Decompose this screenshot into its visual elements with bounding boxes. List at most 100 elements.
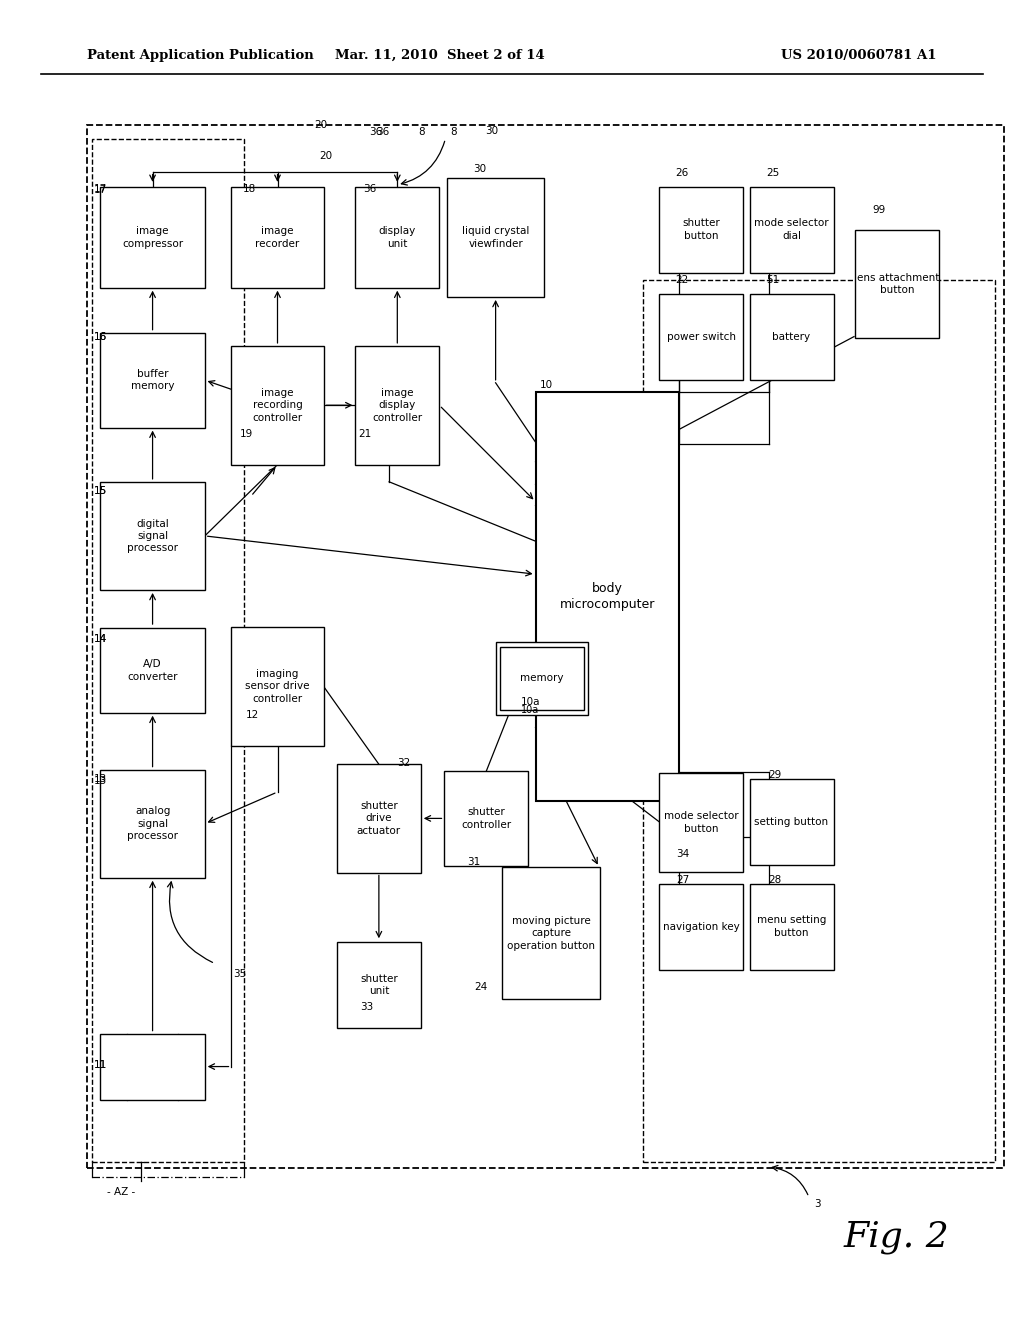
Text: 99: 99	[872, 205, 886, 215]
Text: 28: 28	[768, 875, 781, 886]
Bar	[100, 187, 205, 289]
Text: battery: battery	[772, 331, 811, 342]
Text: shutter
unit: shutter unit	[360, 974, 397, 995]
Bar	[100, 482, 205, 590]
Text: 15: 15	[94, 486, 108, 496]
Text: 25: 25	[766, 168, 779, 178]
Text: image
compressor: image compressor	[122, 227, 183, 248]
Text: 27: 27	[676, 875, 689, 886]
Text: navigation key: navigation key	[664, 921, 739, 932]
Text: 36: 36	[370, 127, 382, 137]
Text: 17: 17	[94, 185, 108, 195]
Bar	[750, 884, 834, 969]
Text: 32: 32	[397, 758, 411, 768]
Text: 29: 29	[768, 770, 781, 780]
Bar	[659, 772, 743, 871]
Text: 14: 14	[94, 634, 108, 644]
Text: 8: 8	[451, 127, 457, 137]
Bar	[659, 186, 743, 272]
Text: 15: 15	[94, 486, 108, 496]
Bar	[100, 333, 205, 428]
Bar	[87, 125, 1004, 1168]
Text: shutter
drive
actuator: shutter drive actuator	[356, 801, 401, 836]
Text: 30: 30	[473, 164, 486, 174]
Bar	[100, 627, 205, 713]
Text: 51: 51	[766, 275, 779, 285]
Text: moving picture
capture
operation button: moving picture capture operation button	[507, 916, 595, 950]
Bar	[444, 771, 528, 866]
Text: 21: 21	[358, 429, 372, 440]
Text: Patent Application Publication: Patent Application Publication	[87, 49, 313, 62]
Bar	[231, 627, 324, 746]
Text: power switch: power switch	[667, 331, 736, 342]
Text: shutter
button: shutter button	[683, 219, 720, 240]
Text: analog
signal
processor: analog signal processor	[127, 807, 178, 841]
Text: memory: memory	[520, 673, 563, 684]
Text: Fig. 2: Fig. 2	[843, 1220, 949, 1254]
Bar	[855, 230, 939, 338]
Text: display
unit: display unit	[379, 227, 416, 248]
Text: 30: 30	[485, 125, 498, 136]
Bar	[231, 187, 324, 289]
Text: liquid crystal
viewfinder: liquid crystal viewfinder	[462, 227, 529, 248]
Text: 13: 13	[94, 774, 108, 784]
Bar	[750, 779, 834, 866]
Text: 36: 36	[364, 183, 377, 194]
Text: 20: 20	[314, 120, 327, 131]
Text: 22: 22	[675, 275, 688, 285]
Text: 14: 14	[94, 634, 108, 644]
Text: digital
signal
processor: digital signal processor	[127, 519, 178, 553]
Bar	[92, 139, 244, 1162]
Bar	[750, 186, 834, 272]
Text: mode selector
button: mode selector button	[665, 812, 738, 833]
Bar	[355, 187, 439, 289]
Text: 10a: 10a	[521, 697, 541, 708]
Text: - AZ -: - AZ -	[106, 1187, 135, 1197]
Text: 19: 19	[240, 429, 253, 440]
Bar	[659, 293, 743, 380]
Text: 8: 8	[419, 127, 425, 137]
Text: 20: 20	[319, 150, 332, 161]
Text: mode selector
dial: mode selector dial	[755, 219, 828, 240]
Text: lens attachment
button: lens attachment button	[854, 273, 940, 294]
Bar	[643, 280, 995, 1162]
Text: setting button: setting button	[755, 817, 828, 828]
Text: buffer
memory: buffer memory	[131, 370, 174, 391]
Bar	[659, 884, 743, 969]
Bar	[500, 647, 584, 710]
Text: 11: 11	[94, 1060, 108, 1071]
Bar	[100, 770, 205, 878]
Bar	[100, 1034, 205, 1100]
Text: 18: 18	[243, 183, 256, 194]
Text: 10a: 10a	[521, 705, 540, 715]
Bar	[503, 867, 600, 999]
Bar	[536, 392, 679, 801]
Bar	[337, 942, 421, 1027]
Text: 31: 31	[467, 857, 480, 867]
Bar	[446, 178, 545, 297]
Text: 24: 24	[474, 982, 487, 993]
Text: image
recording
controller: image recording controller	[253, 388, 302, 422]
Text: 33: 33	[360, 1002, 374, 1012]
Text: menu setting
button: menu setting button	[757, 916, 826, 937]
Text: A/D
converter: A/D converter	[127, 660, 178, 681]
Text: 10: 10	[540, 380, 553, 391]
Text: Mar. 11, 2010  Sheet 2 of 14: Mar. 11, 2010 Sheet 2 of 14	[336, 49, 545, 62]
Text: image
recorder: image recorder	[255, 227, 300, 248]
Text: 35: 35	[233, 969, 247, 979]
Bar	[337, 764, 421, 873]
Text: image
display
controller: image display controller	[373, 388, 422, 422]
Text: 12: 12	[246, 710, 259, 721]
Text: 16: 16	[94, 331, 108, 342]
Bar	[750, 293, 834, 380]
Text: US 2010/0060781 A1: US 2010/0060781 A1	[781, 49, 937, 62]
Bar	[355, 346, 439, 465]
Text: imaging
sensor drive
controller: imaging sensor drive controller	[246, 669, 309, 704]
Bar	[496, 642, 588, 715]
Bar	[231, 346, 324, 465]
Text: 34: 34	[676, 849, 689, 859]
Text: 36: 36	[376, 127, 389, 137]
Text: body
microcomputer: body microcomputer	[559, 582, 655, 611]
Text: 17: 17	[94, 183, 108, 194]
Text: 11: 11	[94, 1060, 108, 1071]
